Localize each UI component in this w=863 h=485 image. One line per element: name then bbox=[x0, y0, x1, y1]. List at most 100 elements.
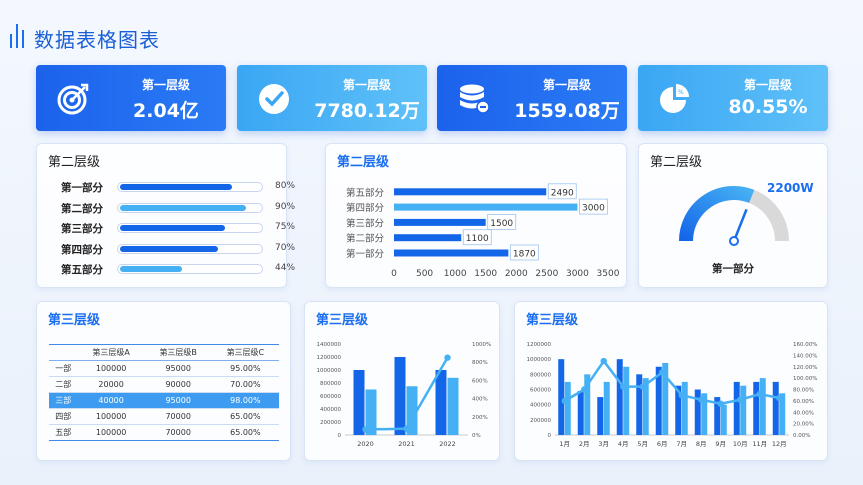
progress-value: 70% bbox=[275, 242, 296, 253]
kpi-card-4: % 第一层级 80.55% bbox=[638, 65, 828, 131]
table-cell: 一部 bbox=[49, 360, 78, 377]
y2-tick-label: 40.00% bbox=[793, 410, 814, 416]
table-cell: 90000 bbox=[144, 376, 212, 393]
line-point bbox=[717, 400, 724, 407]
y-tick-label: 200000 bbox=[320, 420, 341, 426]
y2-tick-label: 20.00% bbox=[793, 422, 814, 428]
database-icon bbox=[460, 84, 490, 114]
y2-tick-label: 0.00% bbox=[793, 433, 810, 439]
bar bbox=[406, 386, 418, 435]
table-cell: 三部 bbox=[49, 392, 78, 409]
kpi-card-1: 第一层级 2.04亿 bbox=[36, 65, 226, 131]
x-tick-label: 1500 bbox=[474, 269, 497, 279]
bar-chart-card: 第二层级 第一部分 1870 第二部分 1100 第三部分 1500 第四部分 3000 第五部… bbox=[325, 143, 627, 288]
bar bbox=[636, 374, 643, 435]
table-header-cell bbox=[49, 344, 78, 361]
table-row[interactable]: 五部 100000 70000 65.00% bbox=[49, 424, 279, 441]
table-card: 第三层级 第三层级A 第三层级B 第三层级C 一部 100000 95000 95.00% 二… bbox=[36, 301, 291, 461]
bar-value-label: 1870 bbox=[513, 250, 536, 260]
kpi-label: 第一层级 bbox=[342, 78, 391, 92]
bar-value-label: 1500 bbox=[490, 219, 513, 229]
gauge-card: 第二层级 2200W 第一部分 bbox=[638, 143, 828, 288]
y2-tick-label: 800% bbox=[472, 360, 488, 366]
title-decoration-icon bbox=[10, 22, 28, 48]
bar bbox=[365, 389, 377, 435]
progress-fill bbox=[120, 184, 232, 190]
line-point bbox=[620, 383, 627, 390]
line-point bbox=[659, 369, 666, 376]
y-tick-label: 400000 bbox=[320, 407, 341, 413]
x-tick-label: 2021 bbox=[398, 440, 415, 448]
progress-label: 第五部分 bbox=[61, 264, 103, 276]
bar bbox=[655, 366, 662, 435]
kpi-value: 2.04亿 bbox=[133, 100, 199, 122]
bar-value-label: 3000 bbox=[582, 204, 605, 214]
bar bbox=[701, 393, 708, 435]
progress-row: 第一部分 80% bbox=[61, 180, 301, 194]
check-circle-icon bbox=[259, 84, 289, 114]
table-cell: 100000 bbox=[77, 360, 145, 377]
gauge-chart bbox=[679, 186, 789, 246]
table-cell: 100000 bbox=[77, 408, 145, 425]
bar bbox=[394, 357, 406, 435]
x-tick-label: 12月 bbox=[772, 440, 787, 448]
table-row[interactable]: 四部 100000 70000 65.00% bbox=[49, 408, 279, 425]
y2-tick-label: 80.00% bbox=[793, 388, 814, 394]
bar-value-box bbox=[579, 198, 608, 215]
line-point bbox=[639, 383, 646, 390]
x-tick-label: 2022 bbox=[439, 440, 456, 448]
y-tick-label: 1400000 bbox=[317, 342, 342, 348]
kpi-label: 第一层级 bbox=[743, 78, 792, 92]
progress-row: 第二部分 90% bbox=[61, 201, 301, 215]
x-tick-label: 2000 bbox=[505, 269, 528, 279]
bar bbox=[733, 381, 740, 435]
line-point bbox=[362, 426, 369, 433]
bar bbox=[623, 366, 630, 435]
table-cell: 20000 bbox=[77, 376, 145, 393]
bar bbox=[597, 397, 604, 435]
progress-label: 第一部分 bbox=[61, 182, 103, 194]
bar-category-label: 第二部分 bbox=[346, 233, 385, 245]
bar-category-label: 第四部分 bbox=[346, 202, 385, 214]
table-cell: 95000 bbox=[144, 360, 212, 377]
bar bbox=[353, 370, 365, 435]
progress-track bbox=[117, 243, 263, 254]
kpi-card-2: 第一层级 7780.12万 bbox=[237, 65, 427, 131]
progress-track bbox=[117, 223, 263, 233]
x-tick-label: 1000 bbox=[444, 269, 467, 279]
table-cell: 95.00% bbox=[211, 360, 279, 377]
table-row[interactable]: 一部 100000 95000 95.00% bbox=[49, 360, 279, 377]
line-point bbox=[698, 396, 705, 403]
table-cell: 二部 bbox=[49, 376, 78, 393]
table-row[interactable]: 二部 20000 90000 70.00% bbox=[49, 376, 279, 393]
card-title: 第三层级 bbox=[48, 313, 101, 328]
horizontal-bar-chart: 第一部分 1870 第二部分 1100 第三部分 1500 第四部分 3000 第五部分 2490… bbox=[346, 183, 620, 279]
bar bbox=[779, 393, 786, 435]
line-point bbox=[600, 357, 607, 365]
y-tick-label: 1200000 bbox=[527, 342, 552, 348]
table-cell: 40000 bbox=[77, 392, 145, 409]
line-point bbox=[737, 396, 744, 403]
bar-category-label: 第五部分 bbox=[346, 187, 385, 199]
x-tick-label: 3500 bbox=[597, 269, 620, 279]
y-tick-label: 600000 bbox=[320, 394, 341, 400]
table-cell: 98.00% bbox=[211, 392, 279, 409]
bar bbox=[675, 385, 682, 435]
bar bbox=[394, 203, 578, 211]
x-tick-label: 7月 bbox=[676, 440, 687, 448]
bar bbox=[753, 381, 760, 435]
gauge-label: 第一部分 bbox=[712, 263, 754, 275]
x-tick-label: 1月 bbox=[559, 440, 570, 448]
table-row[interactable]: 三部 40000 95000 98.00% bbox=[49, 392, 279, 409]
card-title: 第二层级 bbox=[650, 155, 703, 170]
combo-chart-card: 第三层级 0 200000 400000 600000 800000 1000000 120… bbox=[304, 301, 500, 461]
monthly-combo-chart: 0 200000 400000 600000 800000 1000000 1200000 0… bbox=[527, 342, 818, 448]
bar bbox=[394, 234, 462, 242]
progress-value: 90% bbox=[275, 201, 296, 212]
x-tick-label: 8月 bbox=[696, 440, 707, 448]
x-tick-label: 3000 bbox=[566, 269, 589, 279]
progress-value: 44% bbox=[275, 263, 296, 273]
progress-label: 第四部分 bbox=[61, 243, 103, 256]
bar bbox=[394, 218, 486, 226]
line-point bbox=[756, 390, 763, 398]
